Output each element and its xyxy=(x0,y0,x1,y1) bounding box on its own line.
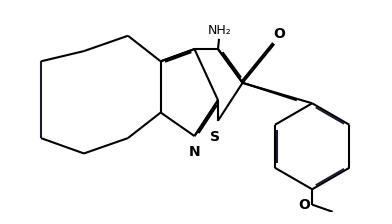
Text: O: O xyxy=(298,198,310,212)
Text: O: O xyxy=(274,27,285,41)
Text: NH₂: NH₂ xyxy=(208,24,232,37)
Text: S: S xyxy=(210,130,220,144)
Text: N: N xyxy=(189,145,200,159)
